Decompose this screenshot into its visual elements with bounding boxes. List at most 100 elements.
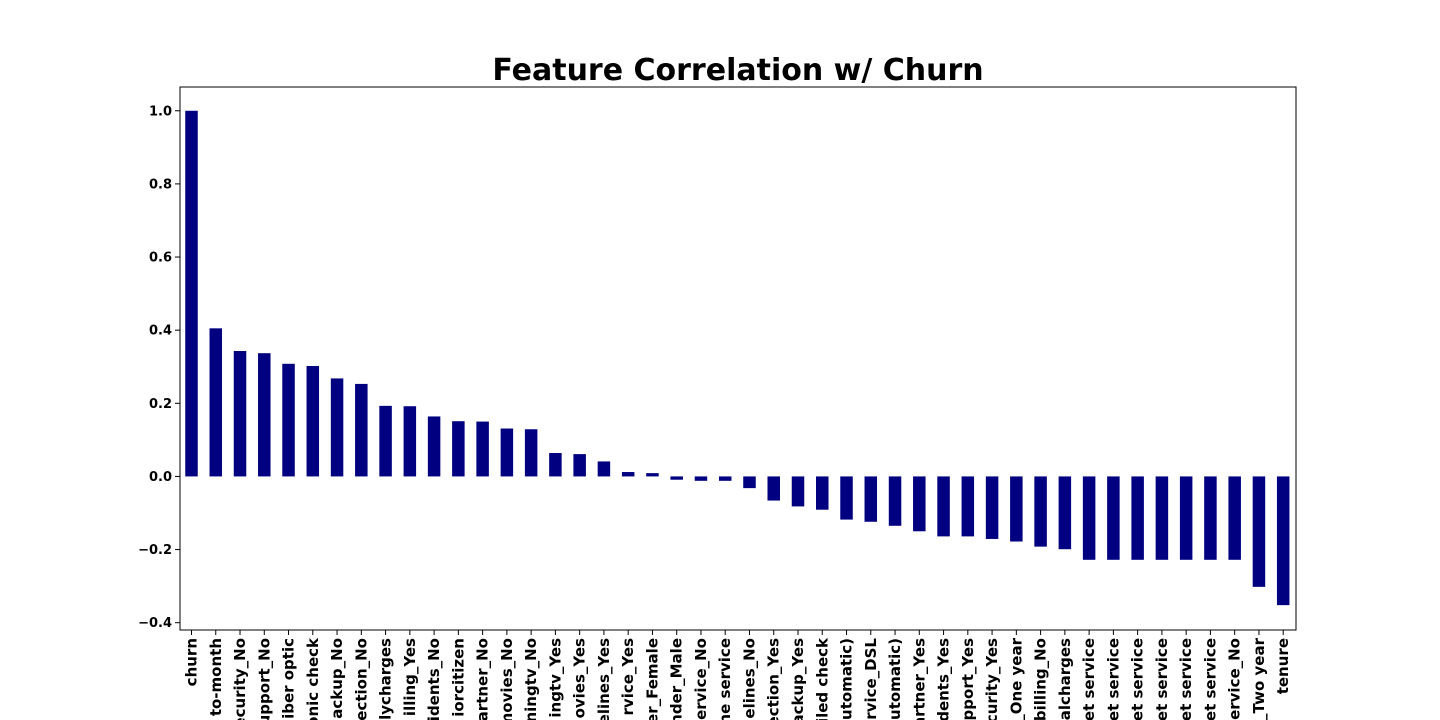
x-tick-label: er_Female — [643, 638, 661, 720]
x-tick-label: ovies_Yes — [571, 638, 589, 718]
bar — [1131, 476, 1144, 560]
x-tick-label: tenure — [1274, 638, 1292, 694]
x-tick-label: idents_No — [425, 638, 443, 720]
bar — [306, 365, 320, 477]
bar — [233, 351, 247, 477]
y-tick-label: 0.6 — [149, 251, 172, 266]
bar — [791, 476, 805, 507]
x-tick-label: elines_Yes — [595, 638, 613, 720]
x-tick-label: ection_No — [352, 638, 370, 720]
bar — [1058, 476, 1072, 550]
bar — [718, 476, 732, 481]
y-tick-label: −0.4 — [138, 616, 172, 631]
x-tick-label: lycharges — [377, 638, 395, 720]
x-tick-label: utomatic) — [886, 638, 904, 720]
x-tick-label: onic check — [304, 637, 322, 720]
bar — [961, 476, 975, 537]
y-tick-label: 1.0 — [149, 104, 172, 119]
chart-title: Feature Correlation w/ Churn — [492, 53, 983, 88]
bar — [913, 476, 926, 532]
bar — [767, 476, 780, 501]
x-tick-label: iorcitizen — [449, 638, 467, 717]
x-axis: churn to-month ecurity_No upport_No iber opt… — [183, 630, 1292, 720]
x-tick-label: nder_Male — [668, 638, 686, 720]
bar — [500, 428, 514, 477]
x-tick-label: ingtv_Yes — [546, 638, 564, 718]
bar — [549, 453, 562, 477]
bar — [864, 476, 878, 522]
x-tick-label: et service — [1201, 638, 1219, 720]
x-tick-label: artner_Yes — [910, 638, 928, 720]
x-tick-label: rvice_Yes — [619, 638, 637, 716]
bar — [1276, 476, 1290, 606]
x-tick-label: elines_No — [740, 638, 758, 719]
y-tick-label: 0.8 — [149, 177, 172, 192]
bar — [1010, 476, 1023, 542]
y-tick-label: 0.4 — [149, 324, 172, 339]
x-tick-label: iber optic — [280, 638, 298, 719]
x-tick-label: upport_No — [255, 638, 273, 720]
x-tick-label: et service — [1177, 638, 1195, 720]
bar — [258, 353, 271, 477]
bar — [427, 416, 441, 477]
bar — [1252, 476, 1266, 587]
x-tick-label: _One year — [1007, 637, 1025, 720]
bar — [888, 476, 902, 526]
bar — [816, 476, 829, 510]
bar — [646, 473, 659, 477]
x-tick-label: curity_Yes — [983, 638, 1001, 720]
bar — [1228, 476, 1241, 560]
x-tick-label: et service — [1104, 638, 1122, 720]
bar — [597, 461, 611, 477]
bar — [1107, 476, 1120, 560]
x-tick-label: alcharges — [1056, 638, 1074, 720]
bar — [524, 429, 538, 477]
x-tick-label: movies_No — [498, 638, 516, 720]
bar — [282, 363, 295, 477]
x-tick-label: pport_Yes — [959, 638, 977, 720]
bar — [355, 383, 368, 477]
x-tick-label: illing_Yes — [401, 638, 419, 716]
bar — [743, 476, 756, 489]
bar — [1034, 476, 1047, 547]
bar — [476, 421, 489, 477]
x-tick-label: ackup_Yes — [789, 638, 807, 720]
x-tick-label: et service — [1129, 638, 1147, 720]
x-tick-label: churn — [183, 638, 201, 686]
bar — [985, 476, 999, 539]
bar — [694, 476, 708, 481]
bar — [937, 476, 950, 537]
x-tick-label: ne service — [716, 638, 734, 720]
plot-frame — [179, 86, 1297, 631]
bar — [452, 421, 465, 477]
x-tick-label: et service — [1080, 638, 1098, 720]
x-tick-label: ection_Yes — [765, 638, 783, 720]
x-tick-label: iled check — [813, 637, 831, 720]
bar — [209, 328, 223, 477]
x-tick-label: et service — [1153, 638, 1171, 720]
x-tick-label: dents_Yes — [935, 638, 953, 720]
x-tick-label: to-month — [207, 638, 225, 716]
bar — [403, 406, 417, 477]
x-tick-label: _Two year — [1250, 637, 1268, 720]
bar — [621, 472, 635, 477]
x-tick-label: artner_No — [474, 638, 492, 720]
bar — [840, 476, 853, 520]
bar — [1179, 476, 1193, 560]
x-tick-label: ervice_No — [692, 638, 710, 720]
bar — [1082, 476, 1096, 560]
bar — [1204, 476, 1217, 560]
y-tick-label: 0.0 — [149, 470, 172, 485]
bar — [670, 476, 683, 480]
x-tick-label: ningtv_No — [522, 638, 540, 720]
bar — [330, 378, 344, 477]
bar — [185, 110, 198, 477]
x-tick-label: ackup_No — [328, 638, 346, 719]
x-tick-label: ecurity_No — [231, 638, 249, 720]
bars-group — [185, 110, 1290, 606]
x-tick-label: billing_No — [1032, 638, 1050, 720]
y-axis: −0.4 −0.2 0.0 0.2 0.4 0.6 0.8 1.0 — [138, 104, 180, 631]
y-tick-label: 0.2 — [149, 397, 172, 412]
x-tick-label: rvice_DSL — [862, 638, 880, 720]
bar — [1155, 476, 1169, 560]
